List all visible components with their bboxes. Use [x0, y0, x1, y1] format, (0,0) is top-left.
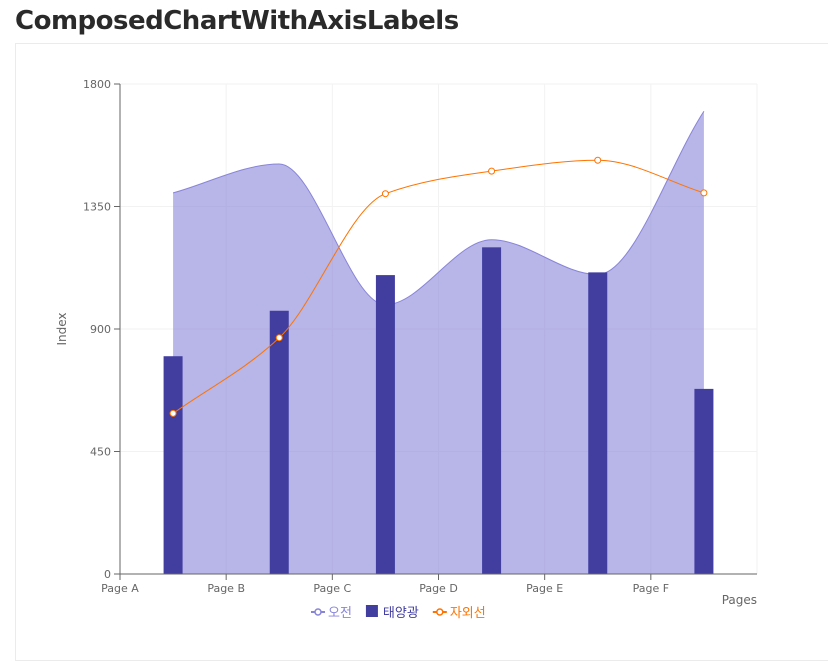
line-point-Page A — [169, 409, 177, 417]
legend-label-자외선: 자외선 — [450, 606, 486, 621]
legend-label-태양광: 태양광 — [383, 606, 419, 621]
x-axis-title: Pages — [722, 593, 757, 607]
bar-Page F — [694, 388, 714, 574]
y-tick-label: 1800 — [83, 78, 111, 91]
x-tick-label: Page D — [419, 582, 458, 595]
legend-icon-자외선 — [436, 608, 444, 616]
x-tick-label: Page E — [526, 582, 563, 595]
line-자외선 — [172, 159, 705, 414]
line-point-Page B — [275, 334, 283, 342]
bar-Page E — [588, 272, 608, 574]
chart-card — [15, 43, 828, 661]
x-tick-label: Page C — [313, 582, 351, 595]
area-fill-오전 — [173, 111, 704, 574]
area-line-오전 — [172, 110, 705, 306]
line-point-Page E — [594, 156, 602, 164]
line-point-Page F — [700, 189, 708, 197]
legend-icon-태양광 — [365, 605, 378, 617]
bar-Page B — [269, 310, 289, 574]
bar-Page C — [375, 275, 395, 574]
bar-Page A — [163, 356, 183, 574]
legend-icon-오전 — [314, 608, 322, 616]
y-tick-label: 0 — [104, 568, 111, 581]
page-title: ComposedChartWithAxisLabels — [15, 6, 459, 36]
y-tick-label: 900 — [90, 323, 111, 336]
line-point-Page D — [488, 167, 496, 175]
y-tick-label: 450 — [90, 446, 111, 459]
legend-label-오전: 오전 — [328, 606, 352, 621]
y-tick-label: 1350 — [83, 201, 111, 214]
line-point-Page C — [381, 190, 389, 198]
x-tick-label: Page B — [207, 582, 245, 595]
bar-Page D — [482, 247, 502, 575]
x-tick-label: Page A — [101, 582, 139, 595]
x-tick-label: Page F — [633, 582, 669, 595]
y-axis-title: Index — [55, 312, 69, 345]
